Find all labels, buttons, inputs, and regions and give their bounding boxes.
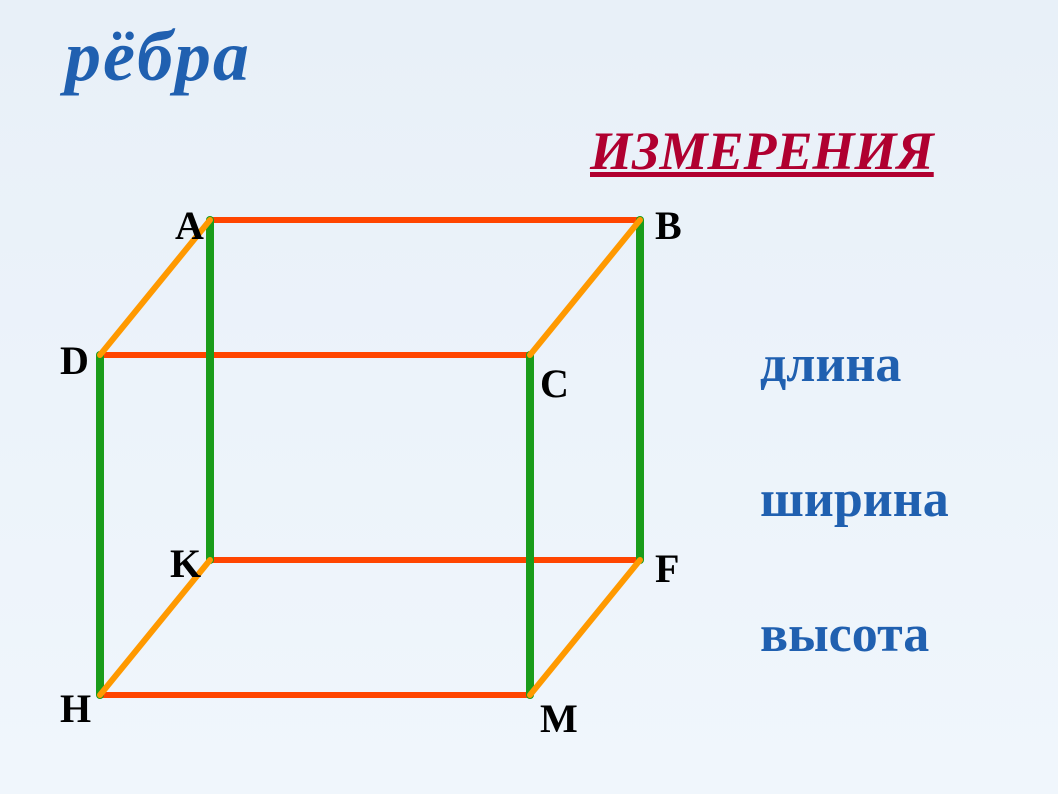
cube-diagram (50, 180, 730, 740)
vertex-label-m: M (540, 695, 578, 742)
cube-edge (530, 220, 640, 355)
vertex-label-c: C (540, 360, 569, 407)
vertex-label-b: B (655, 202, 682, 249)
title-word: рёбра (65, 15, 251, 98)
vertex-label-f: F (655, 545, 679, 592)
dimension-height: высота (760, 605, 929, 664)
vertex-label-k: K (170, 540, 201, 587)
vertex-label-h: H (60, 685, 91, 732)
cube-edge (530, 560, 640, 695)
dimension-width: ширина (760, 470, 949, 529)
measurements-heading: ИЗМЕРЕНИЯ (590, 120, 934, 182)
vertex-label-d: D (60, 337, 89, 384)
vertex-label-a: A (175, 202, 204, 249)
dimension-length: длина (760, 335, 901, 394)
